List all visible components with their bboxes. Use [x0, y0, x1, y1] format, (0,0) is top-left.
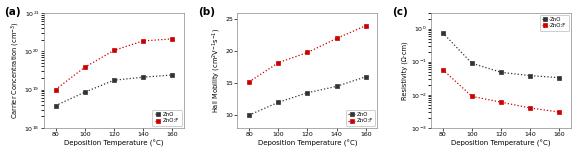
ZnO — [275, 101, 281, 103]
Legend: ZnO, ZnO:F: ZnO, ZnO:F — [153, 110, 181, 126]
ZnO:F — [304, 52, 311, 53]
ZnO — [110, 79, 117, 81]
Line: ZnO:F: ZnO:F — [440, 67, 562, 115]
ZnO:F — [139, 40, 146, 42]
ZnO:F — [362, 25, 369, 27]
Y-axis label: Resistivity (Ω·cm): Resistivity (Ω·cm) — [402, 41, 408, 100]
ZnO:F — [333, 38, 340, 39]
ZnO:F — [246, 81, 253, 83]
ZnO:F — [169, 38, 176, 40]
Y-axis label: Carrier Concentration (cm$^{-3}$): Carrier Concentration (cm$^{-3}$) — [9, 22, 21, 119]
Line: ZnO: ZnO — [247, 74, 368, 118]
X-axis label: Deposition Temperature (°C): Deposition Temperature (°C) — [451, 140, 551, 147]
ZnO:F — [439, 69, 446, 71]
ZnO:F — [498, 101, 505, 103]
ZnO:F — [468, 95, 475, 97]
ZnO — [304, 92, 311, 94]
Legend: ZnO, ZnO:F: ZnO, ZnO:F — [346, 110, 375, 126]
ZnO — [439, 32, 446, 34]
ZnO:F — [275, 62, 281, 64]
ZnO:F — [527, 107, 533, 109]
ZnO — [468, 62, 475, 64]
ZnO — [139, 76, 146, 78]
ZnO — [52, 105, 59, 107]
Text: (c): (c) — [392, 7, 407, 17]
ZnO — [556, 77, 563, 79]
ZnO — [333, 85, 340, 87]
ZnO:F — [52, 89, 59, 91]
ZnO:F — [556, 111, 563, 113]
ZnO:F — [81, 66, 88, 68]
ZnO — [498, 71, 505, 73]
Text: (a): (a) — [5, 7, 21, 17]
ZnO — [362, 76, 369, 78]
ZnO — [169, 74, 176, 76]
X-axis label: Deposition Temperature (°C): Deposition Temperature (°C) — [258, 140, 357, 147]
ZnO — [81, 91, 88, 93]
X-axis label: Deposition Temperature (°C): Deposition Temperature (°C) — [64, 140, 164, 147]
Legend: ZnO, ZnO:F: ZnO, ZnO:F — [540, 15, 569, 31]
Line: ZnO:F: ZnO:F — [53, 36, 175, 92]
ZnO — [246, 114, 253, 116]
Line: ZnO: ZnO — [53, 73, 175, 108]
Line: ZnO:F: ZnO:F — [247, 23, 368, 84]
Y-axis label: Hall Mobility (cm$^{2}$V$^{-1}$s$^{-1}$): Hall Mobility (cm$^{2}$V$^{-1}$s$^{-1}$) — [210, 28, 223, 113]
Line: ZnO: ZnO — [440, 30, 562, 80]
Text: (b): (b) — [198, 7, 215, 17]
ZnO:F — [110, 49, 117, 51]
ZnO — [527, 75, 533, 77]
